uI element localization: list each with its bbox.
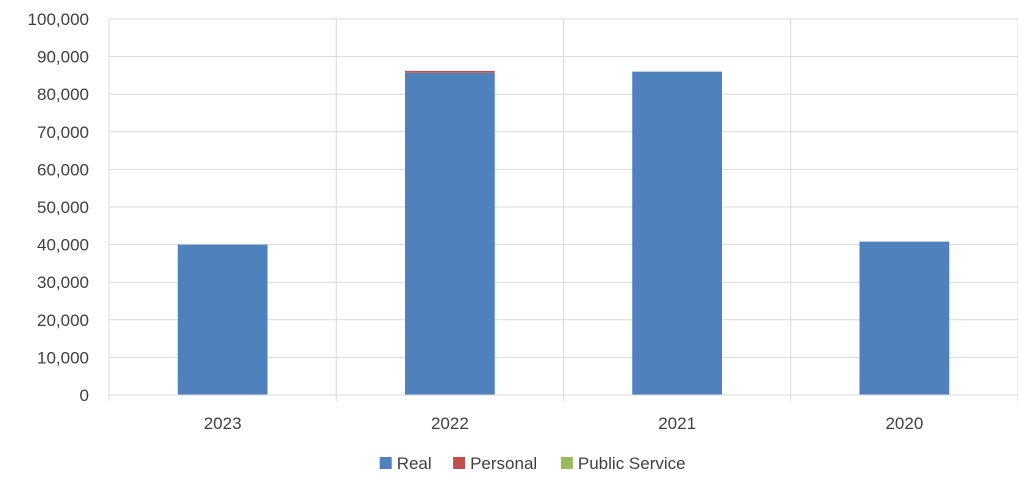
y-tick-label: 20,000 xyxy=(37,311,89,330)
x-tick-label: 2022 xyxy=(431,414,469,433)
legend: Real Personal Public Service xyxy=(379,454,686,473)
y-tick-label: 40,000 xyxy=(37,236,89,255)
y-tick-label: 10,000 xyxy=(37,348,89,367)
legend-label-personal: Personal xyxy=(470,454,537,473)
bar-real-2023 xyxy=(177,244,268,395)
y-tick-label: 30,000 xyxy=(37,273,89,292)
y-tick-label: 80,000 xyxy=(37,85,89,104)
x-tick-label: 2021 xyxy=(658,414,696,433)
y-tick-label: 60,000 xyxy=(37,160,89,179)
bar-real-2021 xyxy=(632,71,723,395)
bar-personal-2022 xyxy=(404,70,495,73)
legend-label-public-service: Public Service xyxy=(578,454,686,473)
y-tick-label: 90,000 xyxy=(37,48,89,67)
legend-swatch-real xyxy=(379,457,392,469)
y-tick-label: 0 xyxy=(80,386,89,405)
bar-real-2020 xyxy=(859,241,950,395)
axes: 0 10,000 20,000 30,000 40,000 50,000 60,000 70,… xyxy=(28,10,1018,433)
legend-swatch-personal xyxy=(453,457,466,469)
legend-swatch-public-service xyxy=(560,457,573,469)
y-tick-label: 70,000 xyxy=(37,123,89,142)
legend-label-real: Real xyxy=(397,454,432,473)
y-tick-label: 50,000 xyxy=(37,198,89,217)
bars xyxy=(177,70,950,395)
y-tick-label: 100,000 xyxy=(28,10,89,29)
x-tick-label: 2020 xyxy=(885,414,923,433)
bar-real-2022 xyxy=(404,72,495,395)
x-tick-label: 2023 xyxy=(204,414,242,433)
